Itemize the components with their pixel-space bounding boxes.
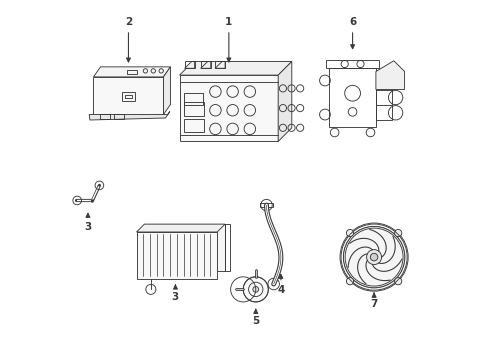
Circle shape <box>346 229 354 237</box>
Polygon shape <box>179 75 278 141</box>
Circle shape <box>346 278 354 285</box>
Bar <box>201 62 211 68</box>
Bar <box>114 114 124 119</box>
Bar <box>184 93 202 105</box>
Text: 6: 6 <box>349 17 356 49</box>
Bar <box>225 224 230 271</box>
Circle shape <box>343 226 405 288</box>
Text: 7: 7 <box>370 293 378 309</box>
Polygon shape <box>145 224 225 271</box>
Text: 3: 3 <box>172 285 179 302</box>
Bar <box>329 68 376 127</box>
Polygon shape <box>201 62 211 68</box>
Circle shape <box>370 253 378 261</box>
Polygon shape <box>137 232 217 279</box>
Circle shape <box>367 249 382 265</box>
Bar <box>184 102 203 116</box>
Polygon shape <box>94 67 171 77</box>
Bar <box>184 119 203 132</box>
Circle shape <box>340 223 408 291</box>
Text: 2: 2 <box>125 17 132 62</box>
Circle shape <box>253 287 259 292</box>
Bar <box>125 95 132 98</box>
Polygon shape <box>137 224 225 232</box>
Text: 3: 3 <box>84 213 92 231</box>
Polygon shape <box>179 62 292 75</box>
Polygon shape <box>278 62 292 141</box>
Text: 4: 4 <box>277 274 285 296</box>
Polygon shape <box>164 67 171 114</box>
Circle shape <box>243 277 269 302</box>
Polygon shape <box>376 61 405 89</box>
Bar <box>326 60 379 68</box>
Polygon shape <box>185 62 195 68</box>
Circle shape <box>394 278 402 285</box>
Bar <box>215 62 225 68</box>
Polygon shape <box>94 77 164 114</box>
Text: 1: 1 <box>225 17 232 62</box>
Polygon shape <box>215 62 225 68</box>
Circle shape <box>394 229 402 237</box>
Polygon shape <box>89 112 170 120</box>
Bar <box>260 203 273 207</box>
Bar <box>185 62 195 68</box>
Bar <box>100 114 110 119</box>
Bar <box>127 70 137 75</box>
Bar <box>376 75 392 120</box>
Text: 5: 5 <box>252 309 259 325</box>
Bar <box>122 92 135 101</box>
